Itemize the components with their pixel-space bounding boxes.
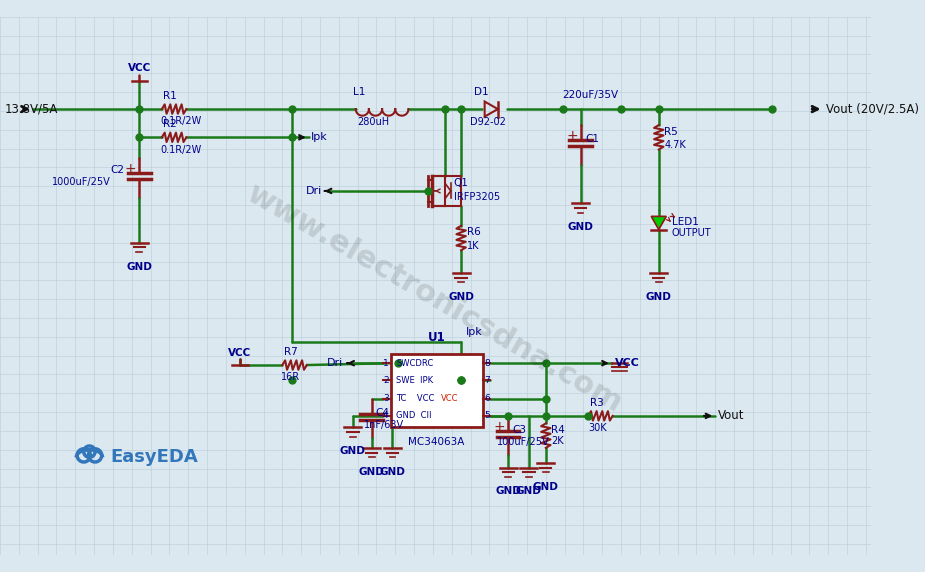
Text: 5: 5 — [485, 411, 490, 420]
Text: VCC: VCC — [228, 348, 252, 358]
Text: +: + — [125, 162, 137, 176]
Text: L1: L1 — [353, 87, 365, 97]
Text: U1: U1 — [427, 331, 446, 344]
Text: www.electronicsdna.com: www.electronicsdna.com — [241, 180, 628, 419]
Text: R2: R2 — [163, 119, 177, 129]
FancyBboxPatch shape — [390, 353, 483, 427]
Text: 4: 4 — [383, 411, 388, 420]
Text: GND: GND — [127, 261, 153, 272]
Text: Vout: Vout — [718, 410, 745, 422]
Text: VCC: VCC — [128, 63, 151, 73]
Text: Ipk: Ipk — [466, 327, 483, 337]
Text: 7: 7 — [485, 376, 490, 384]
Text: TC    VCC: TC VCC — [396, 395, 435, 403]
Text: Dri: Dri — [327, 358, 343, 368]
Text: 220uF/35V: 220uF/35V — [561, 90, 618, 100]
Text: D1: D1 — [475, 87, 489, 97]
Text: IRFP3205: IRFP3205 — [453, 192, 500, 201]
Text: C4: C4 — [376, 408, 389, 418]
Text: GND: GND — [568, 222, 594, 232]
Text: GND: GND — [533, 482, 559, 492]
Text: C1: C1 — [586, 134, 599, 144]
Text: 16R: 16R — [281, 372, 301, 382]
Text: D92-02: D92-02 — [470, 117, 505, 127]
Text: GND: GND — [646, 292, 672, 301]
Text: 30K: 30K — [588, 423, 607, 433]
Text: GND: GND — [379, 467, 405, 476]
Text: GND: GND — [495, 486, 521, 496]
Text: 2K: 2K — [551, 436, 564, 446]
Text: R6: R6 — [467, 227, 480, 237]
Text: SWE  IPK: SWE IPK — [396, 376, 433, 384]
Text: C3: C3 — [512, 425, 526, 435]
Text: C2: C2 — [110, 165, 124, 175]
Text: Vout (20V/2.5A): Vout (20V/2.5A) — [826, 102, 919, 116]
Text: OUTPUT: OUTPUT — [672, 228, 711, 239]
Text: 0.1R/2W: 0.1R/2W — [160, 145, 202, 154]
Text: +: + — [566, 129, 578, 144]
Text: 1K: 1K — [467, 241, 479, 251]
Text: MC34063A: MC34063A — [409, 436, 465, 447]
Text: R5: R5 — [664, 126, 678, 137]
Text: R3: R3 — [590, 398, 604, 408]
Text: Ipk: Ipk — [311, 132, 327, 142]
Text: VCC: VCC — [441, 395, 459, 403]
Text: EasyEDA: EasyEDA — [110, 448, 198, 466]
Text: GND: GND — [359, 467, 385, 476]
Text: VCC: VCC — [614, 358, 639, 368]
Text: Q1: Q1 — [453, 178, 468, 188]
Polygon shape — [651, 216, 666, 229]
Text: GND  CII: GND CII — [396, 411, 432, 420]
Text: R1: R1 — [163, 91, 177, 101]
Text: 100uF/25V: 100uF/25V — [497, 437, 549, 447]
Text: SWCDRC: SWCDRC — [396, 359, 434, 368]
Text: 1nF/63V: 1nF/63V — [364, 420, 404, 430]
Text: 13.8V/5A: 13.8V/5A — [5, 102, 58, 116]
Text: 8: 8 — [485, 359, 490, 368]
Text: 6: 6 — [485, 395, 490, 403]
Text: 1000uF/25V: 1000uF/25V — [53, 177, 111, 188]
Text: R7: R7 — [284, 347, 298, 357]
Text: 0.1R/2W: 0.1R/2W — [160, 116, 202, 126]
Text: 4.7K: 4.7K — [664, 140, 686, 150]
Text: +: + — [494, 420, 505, 434]
Text: GND: GND — [516, 486, 542, 496]
Text: Dri: Dri — [305, 186, 322, 196]
Text: 280uH: 280uH — [358, 117, 389, 127]
Text: R4: R4 — [551, 425, 565, 435]
Text: 3: 3 — [383, 395, 388, 403]
Text: GND: GND — [340, 446, 366, 456]
Text: LED1: LED1 — [672, 217, 698, 227]
Text: 2: 2 — [383, 376, 388, 384]
Text: 1: 1 — [383, 359, 388, 368]
Text: GND: GND — [449, 292, 475, 301]
